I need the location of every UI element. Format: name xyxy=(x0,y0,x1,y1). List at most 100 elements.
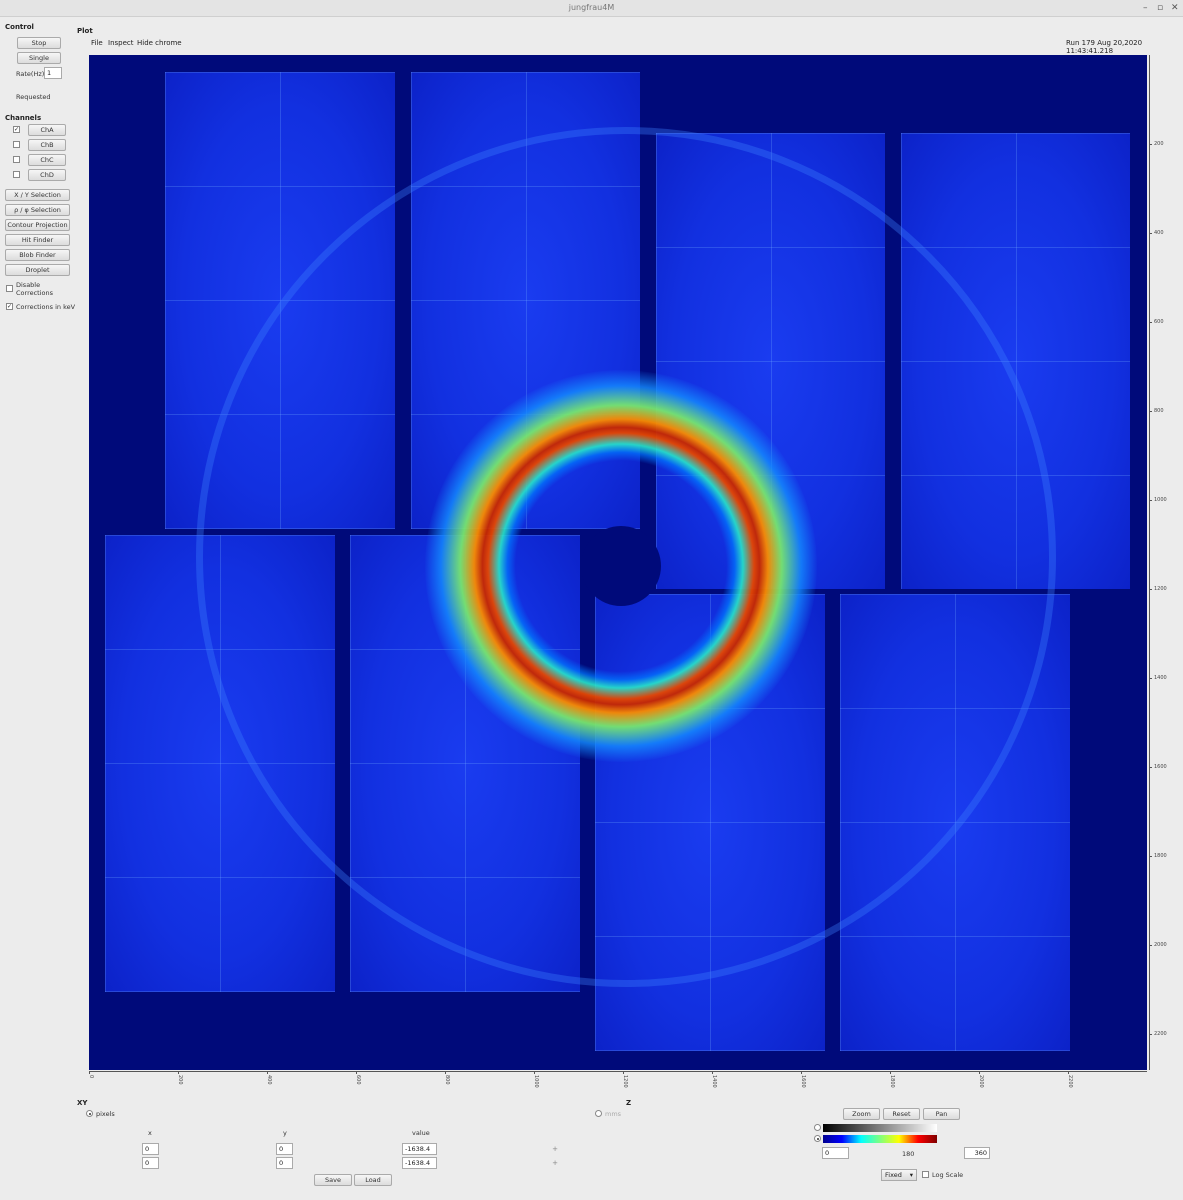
y-input-1[interactable]: 0 xyxy=(276,1143,293,1155)
x-tick-label: 1200 xyxy=(622,1075,628,1088)
y-tick xyxy=(1149,945,1152,946)
rho-phi-selection-button[interactable]: ρ / φ Selection xyxy=(5,204,70,216)
x-tick xyxy=(712,1071,713,1074)
y-input-2[interactable]: 0 xyxy=(276,1157,293,1169)
col-y-header: y xyxy=(283,1129,287,1137)
jet-colormap xyxy=(823,1135,937,1143)
scale-mode-dropdown[interactable]: Fixed ▾ xyxy=(881,1169,917,1181)
detector-image[interactable] xyxy=(89,55,1147,1070)
gray-colormap xyxy=(823,1124,937,1132)
y-tick xyxy=(1149,233,1152,234)
stop-button[interactable]: Stop xyxy=(17,37,61,49)
rate-label: Rate(Hz) xyxy=(16,70,45,78)
x-tick-label: 400 xyxy=(266,1075,272,1085)
x-tick xyxy=(445,1071,446,1074)
detector-panel xyxy=(656,133,885,589)
plot-title: Plot xyxy=(77,27,93,35)
rate-input[interactable]: 1 xyxy=(44,67,62,79)
menu-file[interactable]: File xyxy=(91,39,103,47)
droplet-button[interactable]: Droplet xyxy=(5,264,70,276)
contour-projection-button[interactable]: Contour Projection xyxy=(5,219,70,231)
y-tick-label: 2200 xyxy=(1154,1031,1167,1037)
pixels-radio[interactable] xyxy=(86,1110,93,1117)
requested-label: Requested xyxy=(16,93,51,101)
y-tick-label: 1600 xyxy=(1154,764,1167,770)
y-tick-label: 200 xyxy=(1154,141,1164,147)
detector-panel xyxy=(350,535,580,992)
mms-radio[interactable] xyxy=(595,1110,602,1117)
blob-finder-button[interactable]: Blob Finder xyxy=(5,249,70,261)
x-input-2[interactable]: 0 xyxy=(142,1157,159,1169)
x-tick-label: 200 xyxy=(177,1075,183,1085)
x-tick xyxy=(1068,1071,1069,1074)
col-x-header: x xyxy=(148,1129,152,1137)
z-max-input[interactable]: 360 xyxy=(964,1147,990,1159)
single-button[interactable]: Single xyxy=(17,52,61,64)
close-icon[interactable]: ✕ xyxy=(1171,3,1179,13)
x-tick xyxy=(534,1071,535,1074)
y-tick-label: 1200 xyxy=(1154,586,1167,592)
y-tick xyxy=(1149,1034,1152,1035)
detector-panel xyxy=(840,594,1070,1051)
x-tick xyxy=(801,1071,802,1074)
channel-a-checkbox[interactable]: ✓ xyxy=(13,126,20,133)
detector-panel xyxy=(165,72,395,529)
plus-icon[interactable]: + xyxy=(552,1145,558,1153)
save-button[interactable]: Save xyxy=(314,1174,352,1186)
disable-corrections-checkbox[interactable] xyxy=(6,285,13,292)
log-scale-label: Log Scale xyxy=(932,1171,964,1179)
maximize-icon[interactable]: ▫ xyxy=(1157,3,1164,13)
x-tick-label: 1600 xyxy=(800,1075,806,1088)
log-scale-checkbox[interactable] xyxy=(922,1171,929,1178)
z-title: Z xyxy=(626,1099,632,1107)
load-button[interactable]: Load xyxy=(354,1174,392,1186)
channel-d-checkbox[interactable] xyxy=(13,171,20,178)
menu-hide-chrome[interactable]: Hide chrome xyxy=(137,39,182,47)
y-tick xyxy=(1149,144,1152,145)
hit-finder-button[interactable]: Hit Finder xyxy=(5,234,70,246)
x-input-1[interactable]: 0 xyxy=(142,1143,159,1155)
detector-panel xyxy=(105,535,335,992)
jet-colormap-radio[interactable] xyxy=(814,1135,821,1142)
x-tick-label: 2200 xyxy=(1067,1075,1073,1088)
disable-corrections-label-1: Disable xyxy=(16,281,41,289)
y-tick-label: 800 xyxy=(1154,408,1164,414)
y-tick-label: 1400 xyxy=(1154,675,1167,681)
col-value-header: value xyxy=(412,1129,430,1137)
xy-selection-button[interactable]: X / Y Selection xyxy=(5,189,70,201)
channel-a-button[interactable]: ChA xyxy=(28,124,66,136)
channel-c-checkbox[interactable] xyxy=(13,156,20,163)
corrections-kev-checkbox[interactable]: ✓ xyxy=(6,303,13,310)
x-tick xyxy=(178,1071,179,1074)
corrections-kev-label: Corrections in keV xyxy=(16,303,76,311)
run-info: Run 179 Aug 20,2020 11:43:41.218 xyxy=(1066,39,1143,55)
pan-button[interactable]: Pan xyxy=(923,1108,960,1120)
menu-inspect[interactable]: Inspect xyxy=(108,39,134,47)
plus-icon[interactable]: + xyxy=(552,1159,558,1167)
channel-b-button[interactable]: ChB xyxy=(28,139,66,151)
pixels-label: pixels xyxy=(96,1110,115,1118)
x-tick xyxy=(89,1071,90,1074)
xy-title: XY xyxy=(77,1099,88,1107)
x-tick xyxy=(623,1071,624,1074)
y-tick-label: 400 xyxy=(1154,230,1164,236)
channel-b-checkbox[interactable] xyxy=(13,141,20,148)
channel-d-button[interactable]: ChD xyxy=(28,169,66,181)
gray-colormap-radio[interactable] xyxy=(814,1124,821,1131)
x-tick-label: 1000 xyxy=(533,1075,539,1088)
minimize-icon[interactable]: – xyxy=(1143,3,1148,13)
y-tick xyxy=(1149,322,1152,323)
scale-mode-value: Fixed xyxy=(885,1171,902,1179)
zoom-button[interactable]: Zoom xyxy=(843,1108,880,1120)
x-tick xyxy=(267,1071,268,1074)
z-min-input[interactable]: 0 xyxy=(822,1147,849,1159)
y-tick-label: 2000 xyxy=(1154,942,1167,948)
x-tick-label: 800 xyxy=(444,1075,450,1085)
channel-c-button[interactable]: ChC xyxy=(28,154,66,166)
chevron-down-icon: ▾ xyxy=(909,1171,913,1179)
reset-button[interactable]: Reset xyxy=(883,1108,920,1120)
control-title: Control xyxy=(5,23,34,31)
window-title: jungfrau4M xyxy=(568,3,615,12)
y-axis: 200 400 600 800 1000 1200 1400 1600 1800… xyxy=(1149,55,1183,1070)
window-titlebar: jungfrau4M – ▫ ✕ xyxy=(0,0,1183,17)
